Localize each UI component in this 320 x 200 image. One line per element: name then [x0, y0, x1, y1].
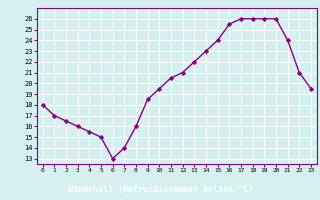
- Text: Windchill (Refroidissement éolien,°C): Windchill (Refroidissement éolien,°C): [68, 185, 252, 194]
